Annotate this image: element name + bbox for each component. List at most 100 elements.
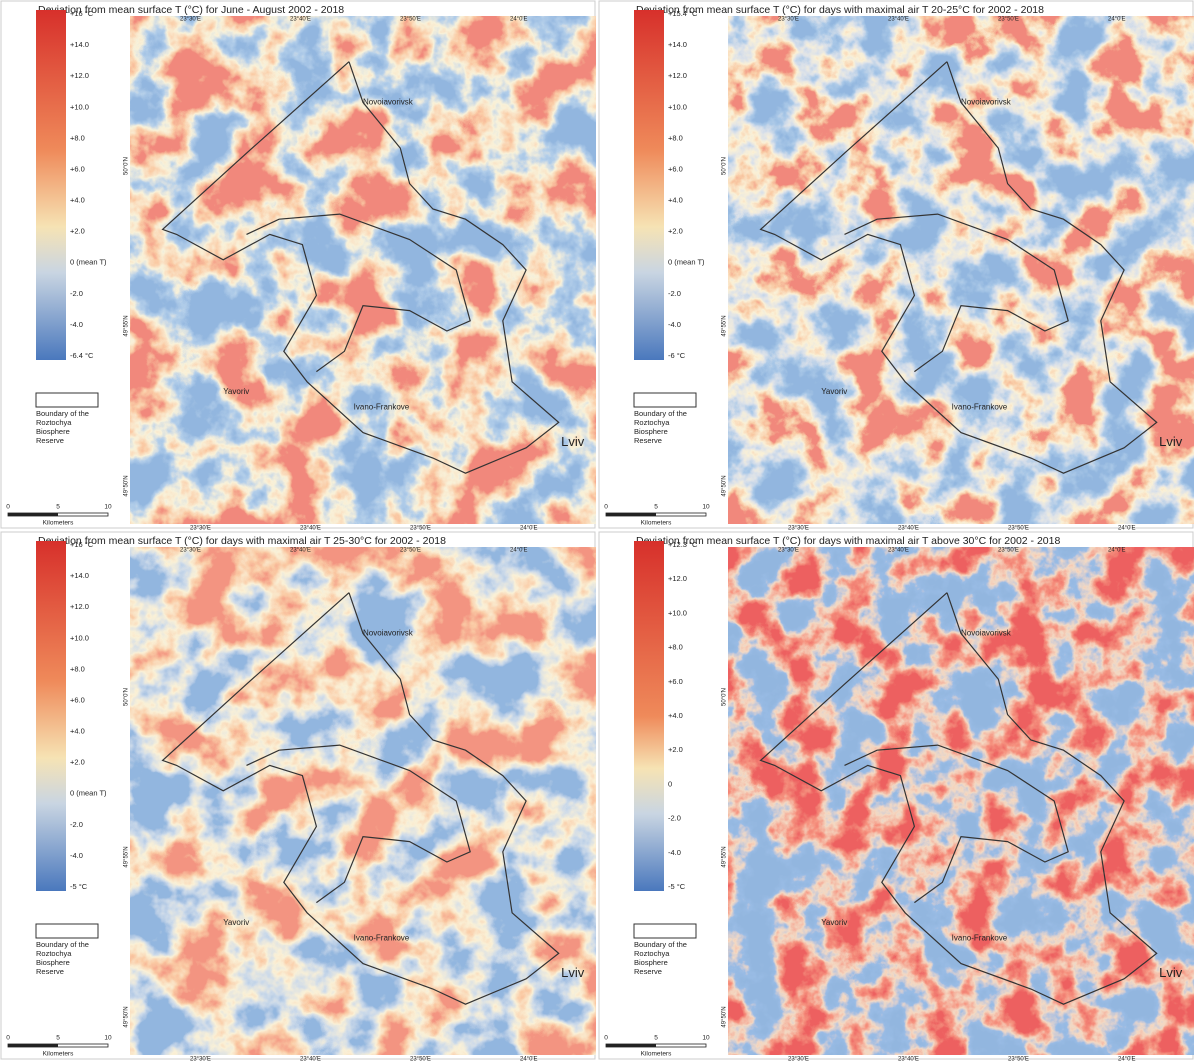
boundary-legend-label: Roztochya [36,949,72,958]
legend-label: +12.0 [668,71,687,80]
legend-label: +12.3 °C [668,540,698,549]
panel-title: Deviation from mean surface T (°C) for d… [636,535,1060,547]
boundary-legend-symbol [36,924,98,938]
boundary-legend-symbol [634,924,696,938]
scale-bar-segment [606,513,656,516]
latitude-label: 49°50'N [124,475,130,496]
map-panel: Deviation from mean surface T (°C) for J… [1,1,596,532]
longitude-label: 23°50'E [400,17,421,23]
longitude-label: 24°0'E [510,17,528,23]
longitude-label: 23°50'E [1008,1057,1029,1063]
boundary-legend-label: Boundary of the [36,409,89,418]
legend-label: +8.0 [668,133,683,142]
place-name: Yavoriv [821,918,847,927]
longitude-label: 23°30'E [190,526,211,532]
place-name: Novoiavorivsk [961,97,1012,106]
longitude-label: 24°0'E [520,526,538,532]
legend-label: -4.0 [668,848,681,857]
scale-bar-segment [606,1044,656,1047]
longitude-label: 23°30'E [778,548,799,554]
longitude-label: 23°30'E [180,548,201,554]
longitude-label: 23°50'E [998,548,1019,554]
legend-label: +14.0 [70,571,89,580]
longitude-label: 23°50'E [410,1057,431,1063]
place-name: Lviv [1159,965,1183,980]
place-name: Lviv [1159,434,1183,449]
scale-label: 10 [104,1035,112,1042]
legend-label: -2.0 [668,814,681,823]
legend-label: +4.0 [70,196,85,205]
latitude-label: 49°55'N [124,315,130,336]
boundary-legend-label: Biosphere [634,427,668,436]
latitude-label: 50°0'N [124,157,130,175]
latitude-label: 49°55'N [722,846,728,867]
legend-label: +8.0 [70,664,85,673]
longitude-label: 24°0'E [520,1057,538,1063]
longitude-label: 23°50'E [998,17,1019,23]
longitude-label: 23°40'E [300,526,321,532]
legend-label: +12.0 [70,71,89,80]
latitude-label: 49°50'N [124,1006,130,1027]
legend-label: +8.0 [70,133,85,142]
legend-label: 0 (mean T) [70,258,107,267]
legend-label: +4.0 [668,196,683,205]
longitude-label: 23°50'E [1008,526,1029,532]
scale-unit: Kilometers [43,520,74,527]
place-name: Lviv [561,434,585,449]
boundary-legend-symbol [634,393,696,407]
place-name: Ivano-Frankove [354,402,410,411]
legend-label: -5 °C [668,882,686,891]
legend-label: +16 °C [70,540,94,549]
legend-label: -4.0 [668,320,681,329]
place-name: Yavoriv [223,387,249,396]
boundary-legend-label: Boundary of the [634,409,687,418]
legend-label: -4.0 [70,320,83,329]
longitude-label: 24°0'E [1108,548,1126,554]
longitude-label: 23°30'E [788,1057,809,1063]
place-name: Ivano-Frankove [952,402,1008,411]
legend-color-ramp [36,10,66,360]
scale-unit: Kilometers [641,520,672,527]
longitude-label: 23°30'E [190,1057,211,1063]
scale-label: 5 [654,1035,658,1042]
legend-label: +14.0 [70,40,89,49]
legend-label: 0 [668,779,672,788]
legend-label: +10.0 [70,102,89,111]
legend-label: +2.0 [668,745,683,754]
boundary-legend-label: Reserve [634,436,662,445]
longitude-label: 23°30'E [788,526,809,532]
panel-title: Deviation from mean surface T (°C) for d… [38,535,446,547]
boundary-legend-label: Boundary of the [36,940,89,949]
scale-label: 5 [654,504,658,511]
longitude-label: 23°50'E [410,526,431,532]
scale-label: 0 [604,1035,608,1042]
longitude-label: 23°40'E [290,17,311,23]
legend-label: +16 °C [70,9,94,18]
legend-label: +4.0 [668,711,683,720]
longitude-label: 23°40'E [300,1057,321,1063]
scale-unit: Kilometers [43,1051,74,1058]
longitude-label: 23°40'E [290,548,311,554]
longitude-label: 23°30'E [778,17,799,23]
scale-label: 10 [104,504,112,511]
legend-label: +12.0 [70,602,89,611]
boundary-legend-label: Reserve [36,436,64,445]
legend-label: +10.0 [668,608,687,617]
legend-label: 0 (mean T) [70,789,107,798]
legend-label: +10.0 [70,633,89,642]
place-name: Yavoriv [223,918,249,927]
longitude-label: 23°40'E [898,526,919,532]
longitude-label: 23°50'E [400,548,421,554]
legend-label: +14.0 [668,40,687,49]
figure: Deviation from mean surface T (°C) for J… [0,0,1196,1063]
legend-label: -6 °C [668,351,686,360]
longitude-label: 23°40'E [898,1057,919,1063]
legend-label: +8.0 [668,643,683,652]
longitude-label: 24°0'E [1108,17,1126,23]
legend-label: +6.0 [668,677,683,686]
legend-color-ramp [634,541,664,891]
scale-bar-segment [8,513,58,516]
map-panel: Deviation from mean surface T (°C) for d… [1,532,596,1063]
legend-label: +2.0 [668,227,683,236]
longitude-label: 24°0'E [510,548,528,554]
